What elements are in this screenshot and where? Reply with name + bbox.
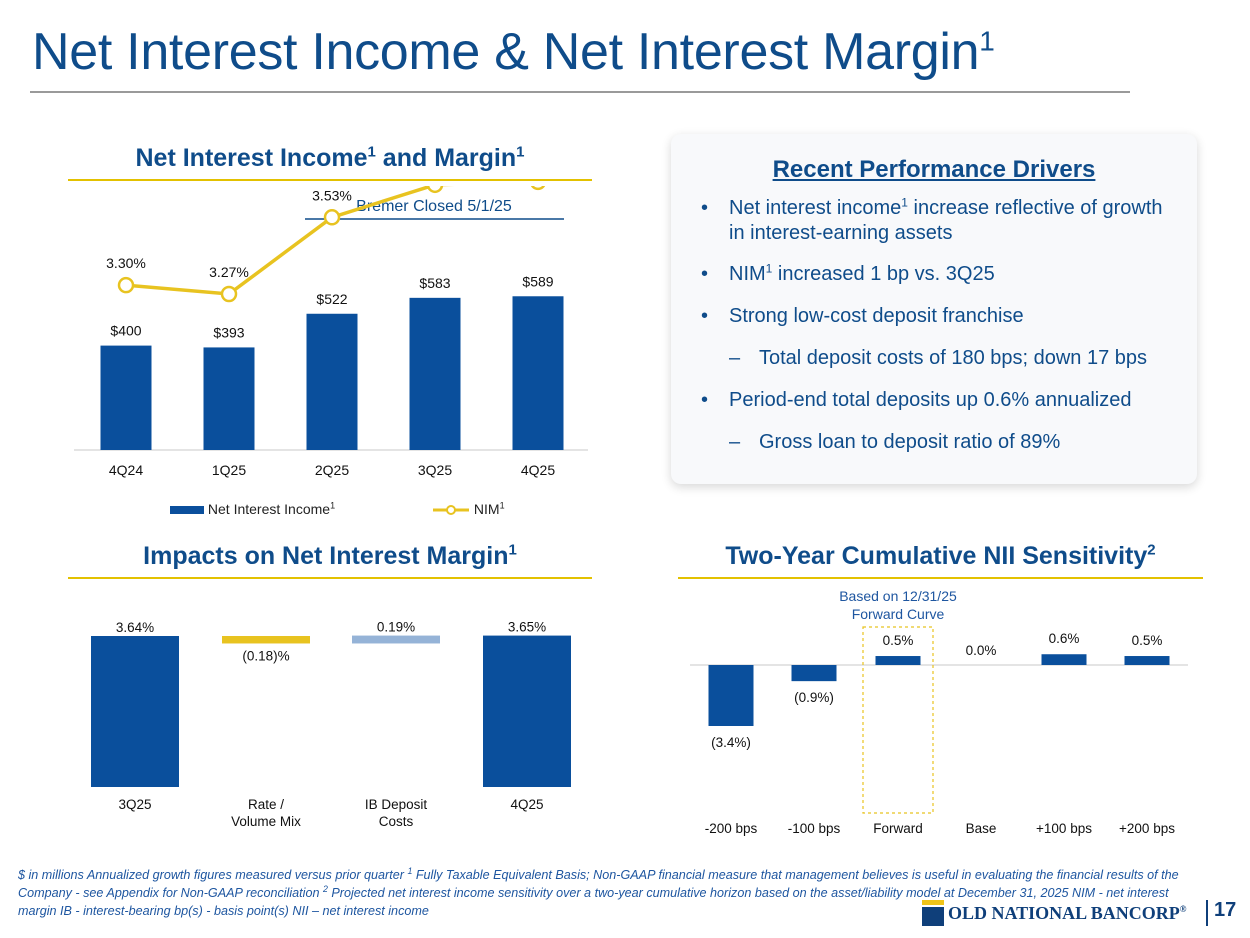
page-number-divider xyxy=(1206,900,1208,926)
bullet-marker: • xyxy=(701,305,709,327)
driver-sub-bullet: – Gross loan to deposit ratio of 89% xyxy=(729,431,1061,453)
nii-bar-4q25 xyxy=(512,296,564,450)
page-number: 17 xyxy=(1214,899,1237,921)
nii-section-rule xyxy=(68,179,592,181)
drivers-title: Recent Performance Drivers xyxy=(772,156,1096,183)
legend-nim-label: NIM1 xyxy=(473,500,505,517)
sensitivity-value-label: 0.5% xyxy=(1132,633,1163,648)
nii-bar-label: $522 xyxy=(316,291,347,307)
forward-curve-annotation: Based on 12/31/25 xyxy=(839,588,957,604)
nii-bar-label: $393 xyxy=(213,324,244,340)
nii-bar-label: $583 xyxy=(419,275,450,291)
nim-impact-x-label: IB Deposit xyxy=(365,797,428,812)
nim-point-label: 3.27% xyxy=(209,264,249,280)
nim-impact-label: (0.18)% xyxy=(242,648,289,663)
nim-impact-bar xyxy=(91,636,179,787)
nim-point xyxy=(117,276,135,294)
sensitivity-x-label: Forward xyxy=(873,821,923,836)
forward-highlight-box xyxy=(862,626,934,814)
bullet-marker: – xyxy=(729,431,741,453)
sensitivity-value-label: (3.4%) xyxy=(711,735,751,750)
nim-impact-x-label: Rate / xyxy=(248,797,284,812)
footnote: $ in millions Annualized growth figures … xyxy=(18,865,1179,918)
legend-nim-swatch xyxy=(433,504,469,515)
nim-impact-bar xyxy=(483,635,571,787)
nim-impact-bar xyxy=(222,636,310,644)
nim-impact-x-label: 4Q25 xyxy=(510,797,543,812)
sensitivity-x-label: -200 bps xyxy=(705,821,758,836)
nii-bar-label: $589 xyxy=(522,273,553,289)
legend-nii-label: Net Interest Income1 xyxy=(207,500,336,517)
sensitivity-x-label: Base xyxy=(966,821,997,836)
legend-nii-swatch xyxy=(170,505,204,514)
nim-point xyxy=(220,285,238,303)
bullet-marker: • xyxy=(701,389,709,411)
driver-bullet: • Strong low-cost deposit franchise xyxy=(701,305,1024,327)
nim-legend: NIM1 xyxy=(432,500,505,517)
forward-curve-annotation: Forward Curve xyxy=(852,606,945,622)
nii-sensitivity-chart: Based on 12/31/25 Forward Curve (3.4%) -200… xyxy=(690,588,1188,836)
driver-bullet: • NIM1 increased 1 bp vs. 3Q25 xyxy=(701,261,995,285)
bullet-marker: • xyxy=(701,197,709,219)
sens-section-rule xyxy=(678,577,1203,579)
bremer-annotation: Bremer Closed 5/1/25 xyxy=(356,198,512,215)
company-logo: OLD NATIONAL BANCORP® xyxy=(948,903,1187,923)
nii-bar-label: $400 xyxy=(110,323,141,339)
nim-impact-x-label: Volume Mix xyxy=(231,814,301,829)
nim-impact-bar xyxy=(352,635,440,644)
nim-section-rule xyxy=(68,577,592,579)
nii-section-title: Net Interest Income1 and Margin1 xyxy=(135,143,525,172)
sensitivity-value-label: 0.0% xyxy=(966,643,997,658)
title-divider xyxy=(30,91,1130,93)
driver-bullet: • Net interest income1 increase reflectiv… xyxy=(701,195,1163,244)
sensitivity-bar xyxy=(1041,654,1087,665)
nii-margin-chart: Bremer Closed 5/1/25 $400 4Q24 $393 1Q25 $52… xyxy=(74,186,588,478)
nii-legend: Net Interest Income1 xyxy=(170,500,335,517)
sensitivity-value-label: 0.6% xyxy=(1049,631,1080,646)
bullet-marker: – xyxy=(729,347,741,369)
sensitivity-bar xyxy=(708,665,754,726)
sensitivity-x-label: +100 bps xyxy=(1036,821,1092,836)
sensitivity-bar xyxy=(1124,656,1170,665)
driver-sub-bullet: – Total deposit costs of 180 bps; down 17… xyxy=(729,347,1148,369)
nii-bar-3q25 xyxy=(409,297,461,450)
nim-impact-x-label: 3Q25 xyxy=(118,797,151,812)
page-title: Net Interest Income & Net Interest Margi… xyxy=(32,23,995,81)
nim-impact-label: 3.64% xyxy=(116,620,154,635)
bullet-marker: • xyxy=(701,263,709,285)
sensitivity-bar xyxy=(791,665,837,682)
nim-point-label: 3.30% xyxy=(106,255,146,271)
sens-section-title: Two-Year Cumulative NII Sensitivity2 xyxy=(725,541,1156,570)
nim-point xyxy=(323,209,341,226)
nim-point-label: 3.53% xyxy=(312,187,352,203)
nim-point xyxy=(530,186,546,191)
sensitivity-bar xyxy=(875,656,921,665)
sensitivity-x-label: -100 bps xyxy=(788,821,841,836)
sensitivity-value-label: 0.5% xyxy=(883,633,914,648)
nii-x-tick-label: 4Q25 xyxy=(521,462,555,478)
driver-bullet: • Period-end total deposits up 0.6% annua… xyxy=(701,389,1132,411)
nim-section-title: Impacts on Net Interest Margin1 xyxy=(143,541,517,570)
nim-impact-label: 0.19% xyxy=(377,620,415,635)
logo-mark-icon xyxy=(922,900,944,926)
nii-bar-1q25 xyxy=(203,347,255,450)
sensitivity-x-label: +200 bps xyxy=(1119,821,1175,836)
nii-bar-2q25 xyxy=(306,313,358,450)
nii-bar-4q24 xyxy=(100,345,152,450)
drivers-panel: Recent Performance Drivers • Net interest… xyxy=(671,134,1197,484)
nii-x-tick-label: 3Q25 xyxy=(418,462,452,478)
nim-impact-x-label: Costs xyxy=(379,814,414,829)
nim-point xyxy=(426,186,444,194)
nim-impacts-chart: 3.64% 3Q25 (0.18)% Rate / Volume Mix 0.19% IB … xyxy=(91,620,571,829)
sensitivity-value-label: (0.9%) xyxy=(794,690,834,705)
nii-x-tick-label: 4Q24 xyxy=(109,462,143,478)
nim-impact-label: 3.65% xyxy=(508,620,546,635)
nii-x-tick-label: 1Q25 xyxy=(212,462,246,478)
nii-x-tick-label: 2Q25 xyxy=(315,462,349,478)
